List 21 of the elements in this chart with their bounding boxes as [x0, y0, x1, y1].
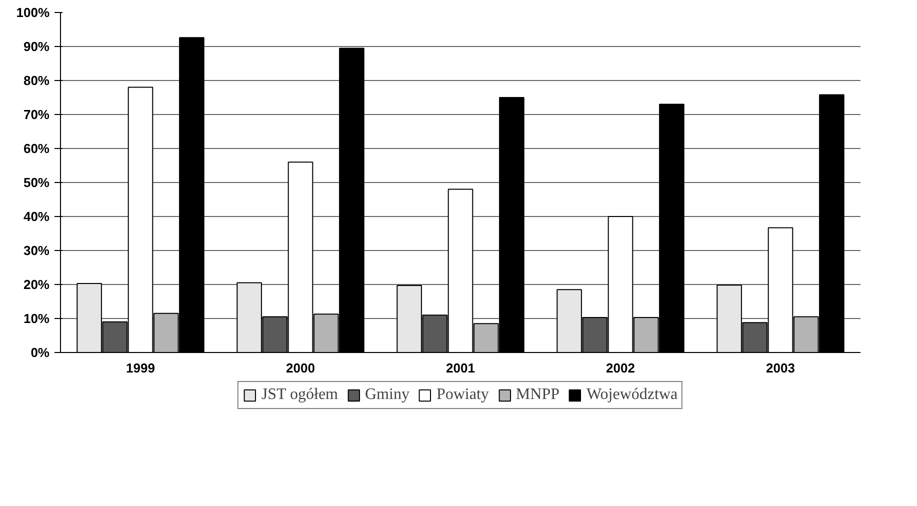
x-tick-label: 2001 — [446, 360, 475, 376]
x-tick-label: 2002 — [606, 360, 635, 376]
y-tick-label: 0% — [30, 345, 50, 360]
y-tick-label: 60% — [23, 141, 50, 156]
legend-label: Powiaty — [436, 386, 489, 404]
x-tick-label: 2000 — [286, 360, 315, 376]
x-tick-label: 1999 — [126, 360, 155, 376]
y-tick-label: 100% — [16, 5, 50, 20]
legend-label: JST ogółem — [261, 386, 338, 404]
legend-label: Gminy — [365, 386, 410, 404]
legend-label: MNPP — [516, 386, 560, 404]
y-tick-label: 30% — [23, 243, 50, 258]
y-tick-label: 70% — [23, 107, 50, 122]
y-tick-label: 20% — [23, 277, 50, 292]
x-tick-label: 2003 — [766, 360, 795, 376]
legend-label: Województwa — [586, 386, 678, 404]
y-tick-label: 50% — [23, 175, 50, 190]
y-tick-label: 80% — [23, 73, 50, 88]
y-tick-label: 40% — [23, 209, 50, 224]
y-tick-label: 10% — [23, 311, 50, 326]
y-tick-label: 90% — [23, 39, 50, 54]
